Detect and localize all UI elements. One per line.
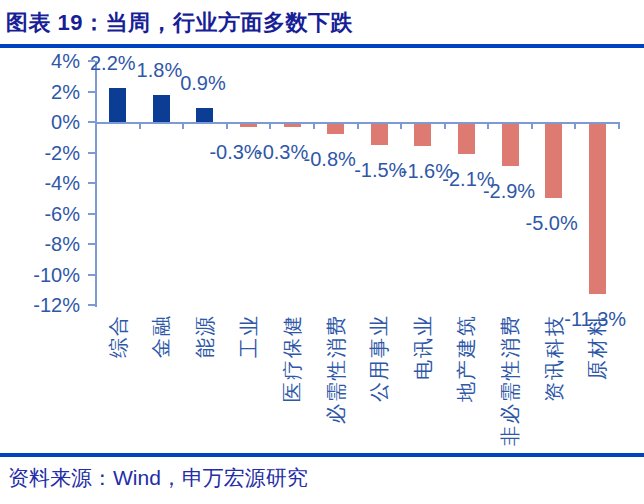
y-axis-tick-label: 2% <box>8 80 80 104</box>
bar-7 <box>371 122 388 145</box>
category-label: 必需性消费 <box>325 314 347 454</box>
category-label: 地产建筑 <box>455 314 477 454</box>
bar-10 <box>502 122 519 166</box>
y-axis-tick-mark <box>88 243 95 245</box>
bar-9 <box>458 122 475 154</box>
category-label: 电讯业 <box>412 314 434 454</box>
report-figure: 图表 19：当周，行业方面多数下跌 4%2%0%-2%-4%-6%-8%-10%… <box>0 0 644 504</box>
bar-12 <box>589 122 606 294</box>
category-label: 资讯科技 <box>543 314 565 454</box>
y-axis-tick-label: -4% <box>8 171 80 195</box>
category-label: 工业 <box>238 314 260 454</box>
source-note: 资料来源：Wind，申万宏源研究 <box>8 464 308 492</box>
y-axis-tick-label: -2% <box>8 141 80 165</box>
category-label: 医疗保健 <box>281 314 303 454</box>
category-label: 能源 <box>194 314 216 454</box>
bar-value-label: -2.9% <box>464 179 554 203</box>
y-axis-tick-mark <box>88 91 95 93</box>
y-axis-tick-label: -12% <box>8 293 80 317</box>
category-label: 金融 <box>150 314 172 454</box>
y-axis-tick-mark <box>88 304 95 306</box>
category-label: 原材料 <box>586 314 608 454</box>
bar-value-label: -11.3% <box>550 307 640 331</box>
category-label: 综合 <box>107 314 129 454</box>
bar-2 <box>153 95 170 122</box>
bar-8 <box>414 122 431 146</box>
bar-1 <box>109 88 126 122</box>
y-axis-tick-label: 0% <box>8 110 80 134</box>
category-label: 公用事业 <box>368 314 390 454</box>
category-label: 非必需性消费 <box>499 314 521 454</box>
y-axis-tick-mark <box>88 121 95 123</box>
x-axis-zero-line <box>96 122 619 124</box>
y-axis-tick-mark <box>88 152 95 154</box>
y-axis-tick-label: -10% <box>8 263 80 287</box>
bar-3 <box>196 108 213 122</box>
y-axis-tick-mark <box>88 213 95 215</box>
bar-value-label: -5.0% <box>507 211 597 235</box>
y-axis-tick-mark <box>88 274 95 276</box>
y-axis-line <box>95 61 97 307</box>
title-rule <box>0 44 644 48</box>
y-axis-tick-label: -8% <box>8 232 80 256</box>
y-axis-tick-mark <box>88 182 95 184</box>
figure-title: 图表 19：当周，行业方面多数下跌 <box>6 8 353 38</box>
bar-value-label: 0.9% <box>158 71 248 95</box>
y-axis-tick-label: -6% <box>8 202 80 226</box>
